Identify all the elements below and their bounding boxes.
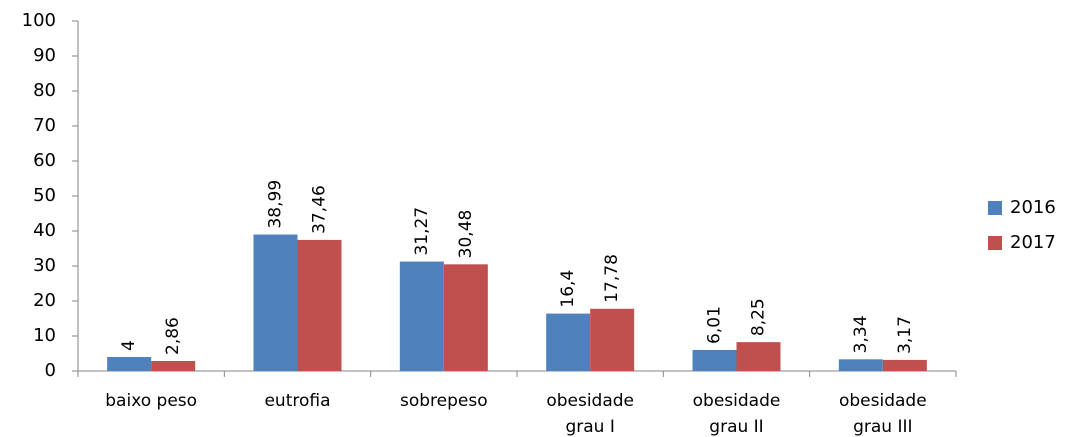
y-tick-label: 40 — [33, 220, 56, 241]
value-label: 8,25 — [749, 298, 769, 336]
x-tick-label: sobrepeso — [400, 391, 488, 411]
legend-label: 2016 — [1010, 197, 1056, 218]
x-tick-label: baixo peso — [105, 391, 197, 411]
legend-label: 2017 — [1010, 232, 1056, 253]
y-tick-label: 20 — [33, 290, 56, 311]
x-tick-label: obesidade — [693, 391, 781, 411]
bar — [151, 360, 196, 371]
bar — [399, 261, 444, 371]
y-tick-label: 50 — [33, 185, 56, 206]
bar — [443, 264, 488, 371]
bar — [107, 357, 152, 371]
value-label: 4 — [119, 340, 139, 351]
y-tick-label: 80 — [33, 80, 56, 101]
bar — [692, 349, 737, 371]
bar — [546, 313, 591, 371]
bar — [253, 234, 298, 371]
x-tick-label: eutrofia — [264, 391, 330, 411]
x-tick-label: grau II — [709, 417, 763, 437]
x-tick-label: grau I — [565, 417, 614, 437]
bar — [882, 359, 927, 371]
value-label: 17,78 — [602, 254, 622, 303]
value-label: 6,01 — [705, 306, 725, 344]
x-tick-label: obesidade — [839, 391, 927, 411]
value-label: 3,34 — [851, 315, 871, 353]
bar — [590, 308, 635, 371]
x-tick-label: obesidade — [546, 391, 634, 411]
value-label: 2,86 — [163, 317, 183, 355]
bar — [736, 342, 781, 371]
bar — [297, 239, 342, 371]
value-label: 38,99 — [266, 180, 286, 229]
y-tick-label: 10 — [33, 325, 56, 346]
legend-swatch — [988, 201, 1002, 215]
y-tick-label: 70 — [33, 115, 56, 136]
y-tick-label: 90 — [33, 45, 56, 66]
y-tick-label: 0 — [45, 360, 56, 381]
value-label: 3,17 — [895, 316, 915, 354]
y-tick-label: 100 — [22, 10, 56, 31]
value-label: 31,27 — [412, 207, 432, 256]
x-tick-label: grau III — [853, 417, 912, 437]
legend-swatch — [988, 236, 1002, 250]
value-label: 16,4 — [558, 270, 578, 308]
value-label: 37,46 — [310, 185, 330, 234]
y-tick-label: 30 — [33, 255, 56, 276]
y-tick-label: 60 — [33, 150, 56, 171]
bar — [838, 359, 883, 371]
value-label: 30,48 — [456, 210, 476, 259]
